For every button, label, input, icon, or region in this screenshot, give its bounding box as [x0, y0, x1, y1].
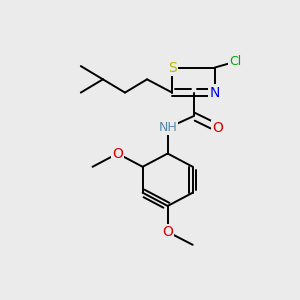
Text: Cl: Cl: [229, 55, 242, 68]
Text: O: O: [112, 146, 123, 161]
Text: S: S: [168, 61, 176, 75]
Text: N: N: [210, 85, 220, 100]
Text: NH: NH: [158, 122, 177, 134]
Text: O: O: [212, 121, 223, 135]
Text: O: O: [162, 225, 173, 239]
